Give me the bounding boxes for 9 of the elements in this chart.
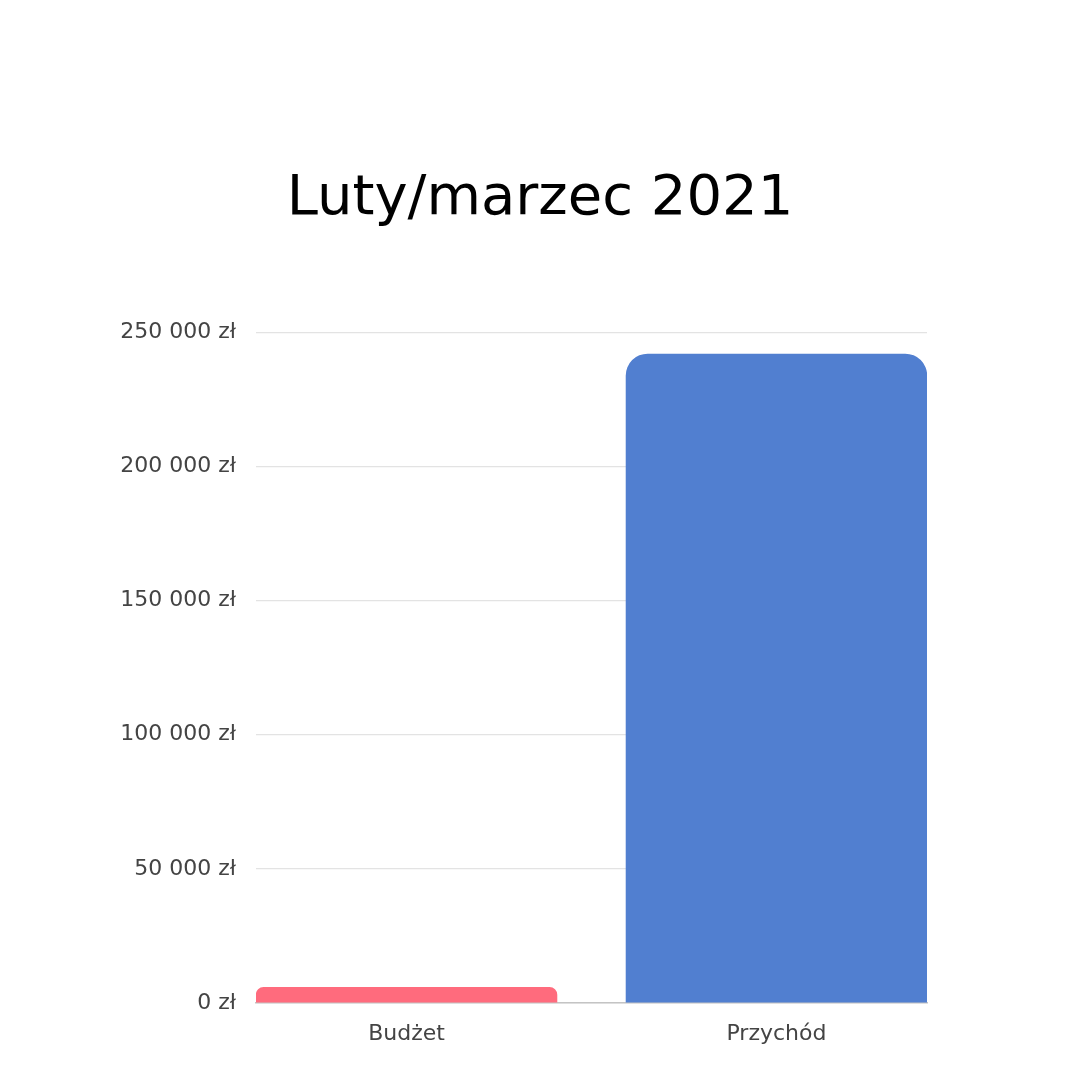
y-tick-label: 250 000 zł bbox=[120, 317, 237, 343]
x-tick-label: Budżet bbox=[368, 1019, 446, 1045]
chart-title: Luty/marzec 2021 bbox=[286, 162, 794, 228]
y-tick-label: 150 000 zł bbox=[120, 586, 237, 612]
y-tick-label: 200 000 zł bbox=[120, 452, 237, 478]
x-tick-label: Przychód bbox=[726, 1019, 827, 1045]
y-tick-label: 50 000 zł bbox=[134, 854, 237, 880]
y-tick-label: 100 000 zł bbox=[120, 720, 237, 746]
y-tick-label: 0 zł bbox=[197, 988, 237, 1014]
